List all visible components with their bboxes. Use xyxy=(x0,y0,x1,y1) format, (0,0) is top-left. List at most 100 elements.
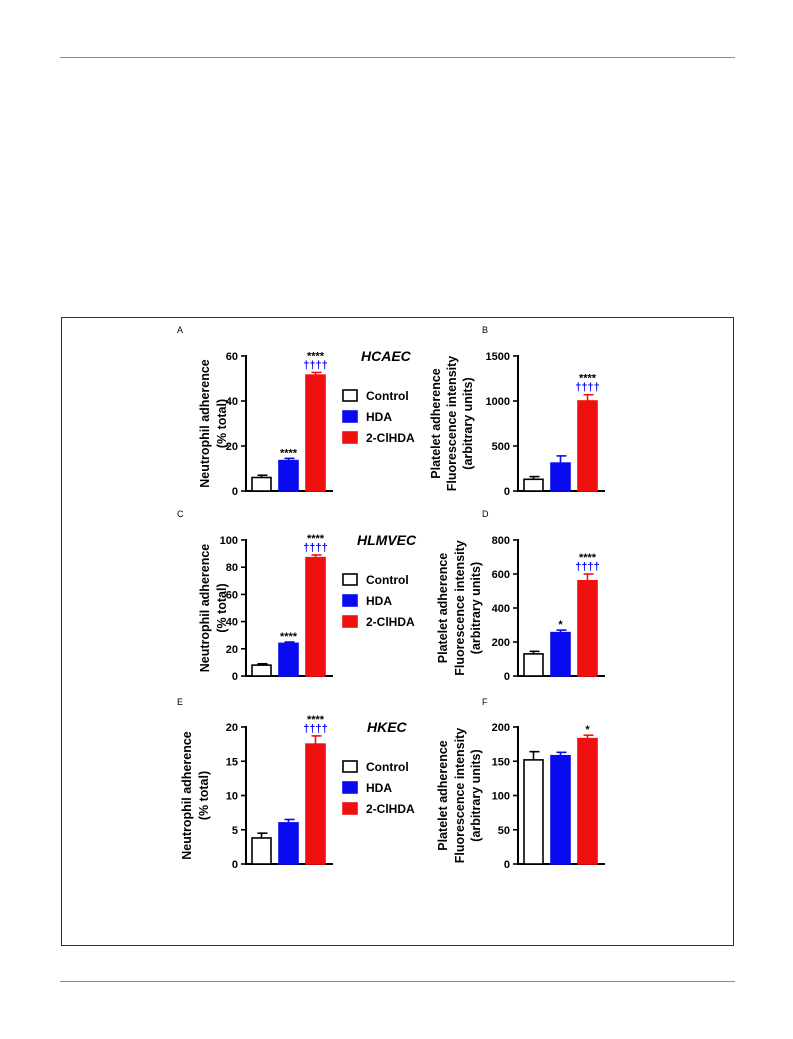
significance-asterisk: **** xyxy=(280,631,298,643)
y-axis-label: (% total) xyxy=(215,583,229,632)
panel-letter: F xyxy=(482,697,488,707)
y-axis-label: (% total) xyxy=(215,399,229,448)
y-axis-label: Fluorescence intensity xyxy=(445,356,459,492)
significance-asterisk: * xyxy=(585,724,590,736)
y-axis-label: Neutrophil adherence xyxy=(180,731,194,860)
panel-letter: E xyxy=(177,697,183,707)
bar-control xyxy=(251,837,272,865)
bar-hda xyxy=(278,642,299,677)
y-tick-label: 1000 xyxy=(486,396,510,408)
legend-swatch xyxy=(342,431,358,444)
bar-control xyxy=(251,664,272,677)
legend-swatch xyxy=(342,781,358,794)
y-tick-label: 5 xyxy=(232,825,238,837)
cell-type-label: HLMVEC xyxy=(357,532,417,548)
legend-label: 2-ClHDA xyxy=(366,431,415,445)
y-axis-label: (arbitrary units) xyxy=(461,377,475,469)
significance-asterisk: **** xyxy=(579,373,597,385)
y-tick-label: 100 xyxy=(492,791,510,803)
y-tick-label: 10 xyxy=(226,791,238,803)
y-tick-label: 600 xyxy=(492,569,510,581)
y-tick-label: 40 xyxy=(226,396,238,408)
legend-label: Control xyxy=(366,573,409,587)
y-axis-label: (% total) xyxy=(197,771,211,820)
y-tick-label: 15 xyxy=(226,756,238,768)
y-tick-label: 500 xyxy=(492,441,510,453)
figure-frame xyxy=(61,317,734,946)
bar-hda xyxy=(550,754,571,865)
panel-c: C Neutrophil adherence (% total) 0 20 40 60 80 1… xyxy=(177,509,417,683)
cell-type-label: HCAEC xyxy=(361,348,412,364)
y-axis-label: Platelet adherence xyxy=(429,368,443,479)
y-tick-label: 200 xyxy=(492,722,510,734)
y-tick-label: 0 xyxy=(504,486,510,498)
significance-dagger: †††† xyxy=(303,542,327,554)
y-axis-label: Fluorescence intensity xyxy=(453,728,467,864)
panel-e: E Neutrophil adherence (% total) 0 5 10 15 20 ††… xyxy=(177,697,415,871)
legend-label: 2-ClHDA xyxy=(366,802,415,816)
y-tick-label: 200 xyxy=(492,637,510,649)
legend-label: HDA xyxy=(366,410,392,424)
y-axis-label: Fluorescence intensity xyxy=(453,540,467,676)
panel-d: D Platelet adherence Fluorescence intensit… xyxy=(436,509,605,683)
legend-label: HDA xyxy=(366,781,392,795)
y-tick-label: 20 xyxy=(226,644,238,656)
legend-label: Control xyxy=(366,389,409,403)
legend-label: Control xyxy=(366,760,409,774)
panel-b: B Platelet adherence Fluorescence intensit… xyxy=(429,325,605,498)
significance-asterisk: * xyxy=(558,619,563,631)
y-axis-label: Platelet adherence xyxy=(436,740,450,851)
bar-hda xyxy=(278,822,299,865)
y-axis-label: (arbitrary units) xyxy=(469,749,483,841)
bar-2-clhda xyxy=(305,374,326,492)
y-tick-label: 0 xyxy=(504,859,510,871)
y-tick-label: 80 xyxy=(226,562,238,574)
y-tick-label: 1500 xyxy=(486,351,510,363)
legend-swatch xyxy=(342,802,358,815)
significance-dagger: †††† xyxy=(575,561,599,573)
panel-letter: A xyxy=(177,325,183,335)
significance-dagger: †††† xyxy=(303,723,327,735)
y-tick-label: 100 xyxy=(220,535,238,547)
significance-asterisk: **** xyxy=(307,533,325,545)
legend-label: HDA xyxy=(366,594,392,608)
bar-2-clhda xyxy=(305,556,326,677)
panel-a: A Neutrophil adherence (% total) 0 20 40 60 ***… xyxy=(177,325,415,498)
y-tick-label: 20 xyxy=(226,441,238,453)
footer-rule xyxy=(60,981,735,982)
panel-letter: C xyxy=(177,509,184,519)
y-tick-label: 40 xyxy=(226,617,238,629)
legend-swatch xyxy=(342,410,358,423)
bar-hda xyxy=(278,459,299,492)
significance-dagger: †††† xyxy=(575,382,599,394)
y-tick-label: 0 xyxy=(232,671,238,683)
y-tick-label: 0 xyxy=(504,671,510,683)
legend-label: 2-ClHDA xyxy=(366,615,415,629)
significance-asterisk: **** xyxy=(280,447,298,459)
y-axis-label: Platelet adherence xyxy=(436,553,450,664)
y-tick-label: 400 xyxy=(492,603,510,615)
panel-letter: B xyxy=(482,325,488,335)
bar-2-clhda xyxy=(577,737,598,865)
bar-control xyxy=(523,759,544,865)
legend-swatch xyxy=(342,760,358,773)
significance-asterisk: **** xyxy=(307,714,325,726)
y-axis-label: Neutrophil adherence xyxy=(198,359,212,488)
y-axis-label: (arbitrary units) xyxy=(469,562,483,654)
panel-letter: D xyxy=(482,509,489,519)
bar-2-clhda xyxy=(577,400,598,492)
bar-hda xyxy=(550,462,571,492)
bar-control xyxy=(523,653,544,677)
y-tick-label: 20 xyxy=(226,722,238,734)
y-tick-label: 0 xyxy=(232,486,238,498)
legend-swatch xyxy=(342,594,358,607)
significance-asterisk: **** xyxy=(307,350,325,362)
bar-control xyxy=(251,476,272,492)
significance-dagger: †††† xyxy=(303,359,327,371)
y-tick-label: 150 xyxy=(492,756,510,768)
bar-hda xyxy=(550,631,571,677)
legend-swatch xyxy=(342,615,358,628)
bar-2-clhda xyxy=(305,743,326,865)
y-tick-label: 60 xyxy=(226,589,238,601)
